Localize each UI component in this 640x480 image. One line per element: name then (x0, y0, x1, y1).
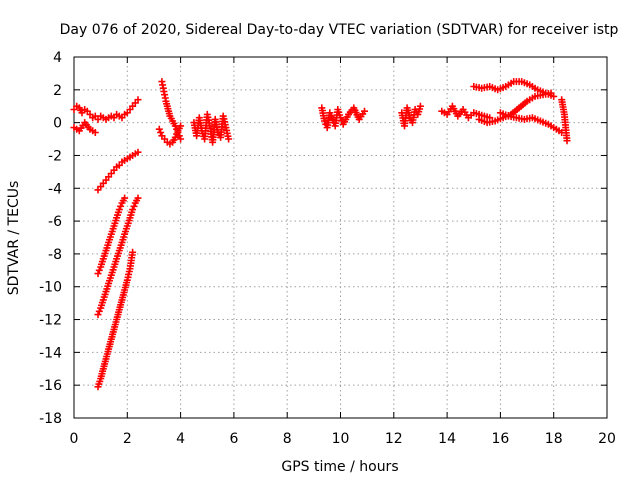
data-point-marker (547, 89, 555, 97)
data-point-marker (91, 129, 99, 136)
x-tick-label: 6 (229, 431, 238, 447)
series-sat-track-h (155, 122, 185, 148)
tick-labels: 0 2 4 6 8 10 12 14 16 18 20-18-16-14-12-10-8-6-4-2… (39, 50, 616, 447)
x-tick-label: 10 (332, 431, 350, 447)
data-point-marker (121, 194, 129, 202)
data-point-marker (115, 206, 123, 214)
y-axis-label: SDTVAR / TECUs (6, 181, 22, 296)
data-point-marker (134, 194, 142, 202)
data-point-marker (173, 130, 181, 138)
data-point-marker (117, 202, 125, 210)
series-sat-track-k (398, 102, 424, 130)
x-tick-label: 2 (123, 431, 132, 447)
data-point-marker (225, 135, 233, 143)
data-point-marker (130, 202, 138, 210)
series-sat-track-o (496, 109, 566, 136)
x-tick-label: 12 (385, 431, 403, 447)
data-point-marker (155, 125, 163, 133)
data-point-marker (95, 266, 103, 274)
x-tick-label: 16 (491, 431, 509, 447)
series-sat-track-p (558, 96, 571, 145)
data-point-marker (134, 148, 142, 156)
data-point-marker (416, 102, 424, 110)
grid-lines (74, 57, 607, 418)
x-tick-label: 0 (70, 431, 79, 447)
y-tick-label: 0 (53, 116, 62, 132)
data-point-marker (326, 109, 334, 117)
y-tick-label: 4 (53, 50, 62, 66)
series-sat-track-j (318, 104, 368, 132)
data-point-marker (327, 112, 335, 120)
series-sat-track-e (94, 194, 142, 319)
data-point-marker (157, 129, 165, 136)
x-tick-label: 4 (176, 431, 185, 447)
y-tick-label: -14 (39, 345, 62, 361)
series-sat-track-a (70, 96, 142, 123)
y-tick-label: -18 (39, 411, 62, 427)
y-tick-label: -2 (48, 148, 62, 164)
data-point-marker (361, 107, 368, 115)
y-tick-label: -4 (48, 181, 62, 197)
x-tick-label: 14 (438, 431, 456, 447)
data-point-marker (329, 115, 336, 123)
data-point-marker (94, 270, 102, 278)
chart-title: Day 076 of 2020, Sidereal Day-to-day VTE… (60, 22, 619, 38)
series-sat-track-d (94, 194, 129, 278)
data-point-marker (129, 248, 137, 256)
y-tick-label: -12 (39, 313, 62, 329)
series-sat-track-l (438, 102, 494, 122)
x-tick-label: 8 (283, 431, 292, 447)
y-tick-label: -6 (48, 214, 62, 230)
series-sat-track-c (94, 148, 142, 194)
data-point-marker (177, 135, 185, 143)
x-tick-label: 18 (545, 431, 563, 447)
x-tick-label: 20 (598, 431, 616, 447)
axes (73, 56, 608, 419)
y-tick-label: -8 (48, 247, 62, 263)
data-point-marker (129, 206, 137, 214)
data-point-marker (563, 137, 571, 145)
data-point-marker (171, 133, 179, 141)
data-point-marker (337, 114, 344, 122)
series-sat-track-f (94, 248, 137, 391)
data-point-marker (177, 122, 185, 130)
series-sat-track-b (70, 119, 99, 136)
y-tick-label: 2 (53, 83, 62, 99)
data-points (70, 78, 571, 391)
series-sat-track-i (190, 110, 233, 146)
y-tick-label: -10 (39, 280, 62, 296)
x-axis-label: GPS time / hours (281, 459, 398, 475)
y-tick-label: -16 (39, 378, 62, 394)
data-point-marker (134, 96, 142, 104)
data-point-marker (95, 307, 103, 315)
data-point-marker (94, 311, 102, 319)
